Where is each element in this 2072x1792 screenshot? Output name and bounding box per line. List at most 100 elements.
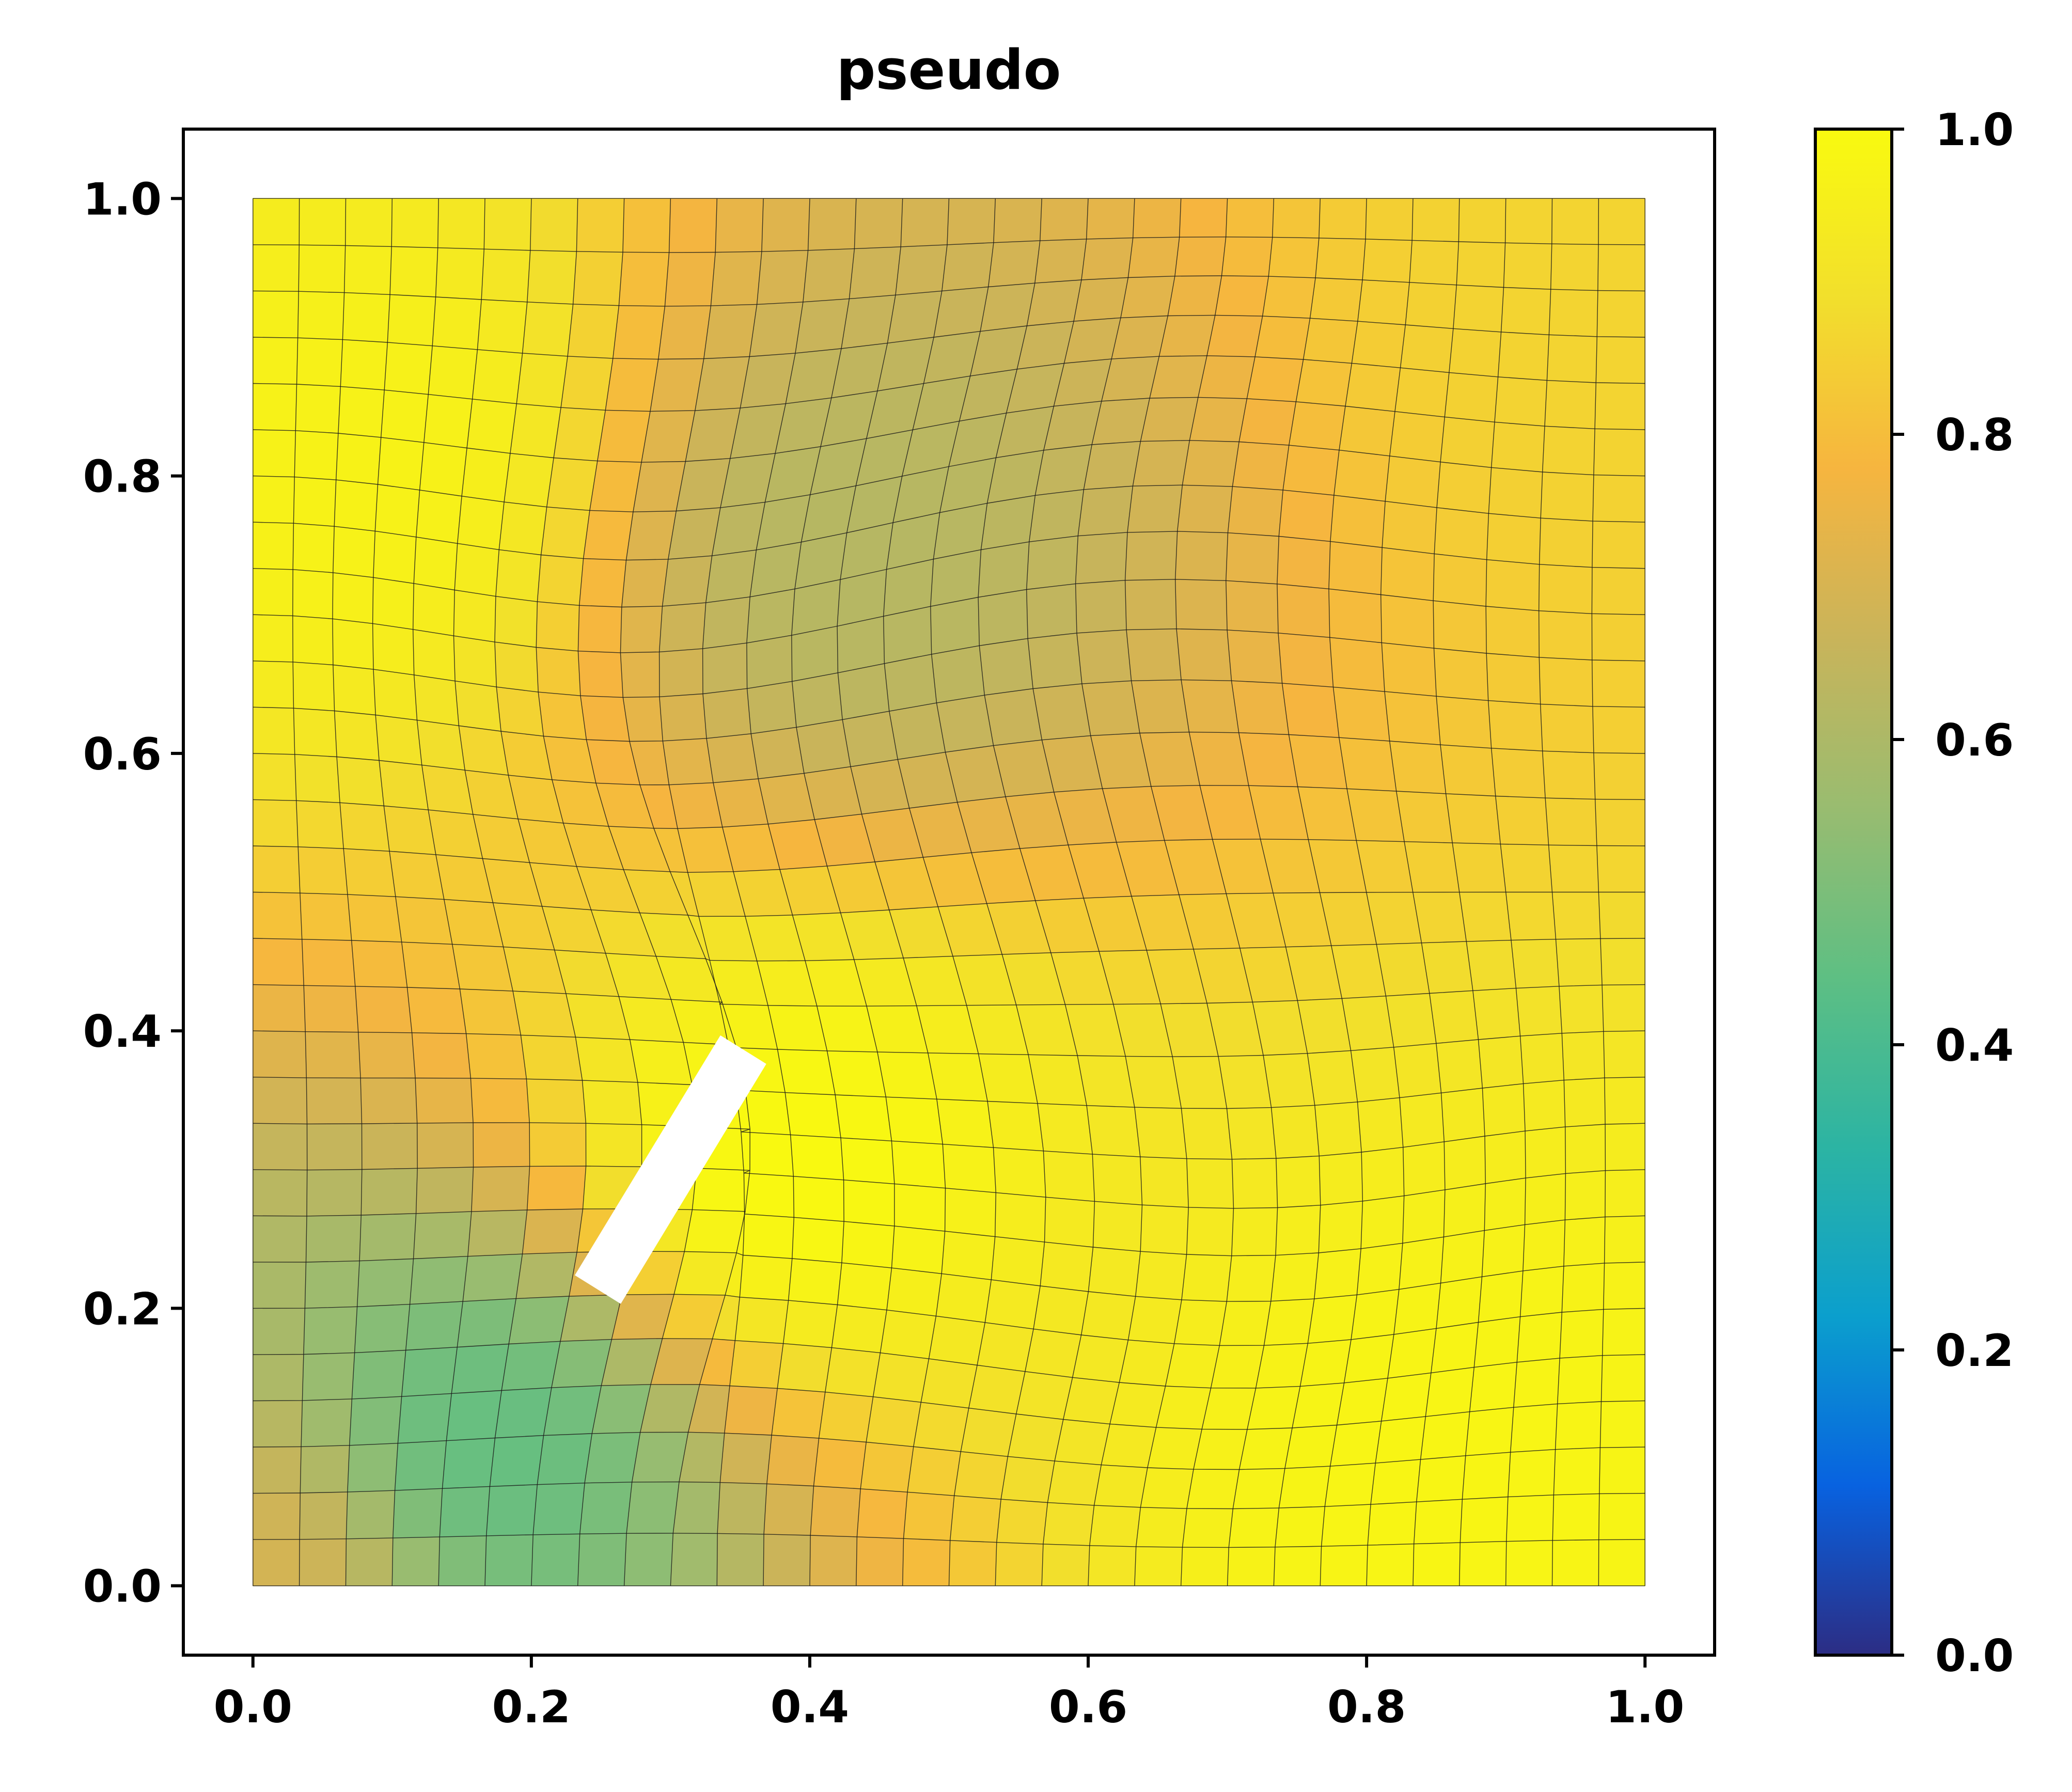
plot-area [253,198,1645,1586]
mesh-cell [1140,1156,1189,1208]
mesh-cell [1416,1455,1466,1502]
mesh-cell [692,1168,750,1212]
mesh-cells [253,198,1645,1586]
mesh-cell [1246,356,1304,402]
y-tick-label: 0.2 [83,1283,162,1335]
mesh-cell [886,1267,943,1317]
mesh-cell [1440,1088,1485,1142]
mesh-cell [253,475,295,524]
mesh-cell [380,389,429,443]
mesh-cell [746,681,797,734]
mesh-line [253,1030,1645,1057]
mesh-cell [508,1296,570,1345]
mesh-line [253,628,1645,698]
mesh-cell [1140,1204,1189,1255]
mesh-cell [1226,580,1279,634]
mesh-cell [1513,1358,1560,1408]
mesh-cell [1321,1504,1371,1547]
mesh-cell [1221,237,1273,277]
mesh-cell [1370,1459,1421,1505]
mesh-cell [743,1172,795,1218]
mesh-line [253,1122,1645,1160]
mesh-cell [1255,1343,1309,1389]
mesh-cell [458,725,509,776]
mesh-line [253,1251,1645,1302]
mesh-cell [1227,630,1283,684]
mesh-cell [302,1352,355,1401]
mesh-line [253,355,1645,412]
mesh-cell [351,1349,406,1400]
mesh-cell [415,1167,474,1214]
mesh-cell [1466,939,1517,992]
mesh-cell [717,1482,767,1535]
mesh-cell [1275,1204,1321,1256]
mesh-cell [397,1393,452,1444]
mesh-cell [538,691,587,741]
mesh-cell [297,846,348,895]
mesh-cell [446,1390,503,1441]
mesh-cell [1135,1507,1187,1548]
mesh-cell [401,941,461,989]
mesh-cell [715,198,764,253]
mesh-cell [996,1499,1048,1545]
mesh-cell [299,1491,348,1540]
mesh-cell [1268,237,1320,278]
mesh-cell [1380,594,1435,649]
mesh-cell [1598,1492,1645,1541]
mesh-cell [494,595,538,648]
mesh-cell [1092,1154,1143,1206]
mesh-cell [749,541,802,598]
mesh-cell [1551,891,1601,940]
mesh-cell [516,353,568,408]
mesh-cell [843,1179,895,1227]
mesh-cell [532,1482,585,1535]
mesh-cell [1125,1056,1182,1109]
mesh-cell [1219,1300,1272,1346]
mesh-cell [1075,532,1128,585]
mesh-cell [416,719,466,771]
mesh-cell [623,1533,674,1586]
mesh-cell [1402,1189,1446,1244]
mesh-cell [891,1225,946,1275]
mesh-cell [1598,891,1645,939]
mesh-line [253,1077,1645,1109]
mesh-cell [826,1050,887,1097]
mesh-cell [657,305,712,360]
mesh-cell [253,383,297,431]
mesh-cell [1232,441,1290,491]
mesh-cell [253,290,299,338]
mesh-cell [705,549,757,603]
mesh-cell [1307,1050,1358,1106]
mesh-cell [1555,938,1603,987]
x-tick-label: 0.6 [1049,1681,1127,1733]
mesh-cell [1440,744,1496,797]
mesh-cell [622,696,664,742]
mesh-cell [702,688,752,739]
mesh-cell [1473,1316,1521,1368]
mesh-cell [706,733,759,783]
mesh-cell [1155,1386,1212,1430]
mesh-cell [1165,1343,1220,1389]
mesh-cell [1459,1496,1509,1543]
mesh-cell [1299,1339,1352,1387]
mesh-cell [295,800,344,849]
mesh-cell [296,337,343,387]
mesh-cell [841,294,896,349]
mesh-cell [835,1094,892,1142]
mesh-cell [702,642,748,695]
mesh-cell [357,1031,416,1079]
mesh-cell [292,569,334,620]
x-tick-label: 0.8 [1327,1681,1406,1733]
mesh-cell [1201,1387,1257,1430]
mesh-cell [292,662,335,712]
mesh-cell [1272,198,1321,239]
mesh-cell [529,1122,587,1167]
mesh-cell [1134,1546,1183,1586]
mesh-cell [1443,1183,1486,1238]
mesh-cell [1282,445,1340,496]
mesh-cell [987,240,1041,288]
mesh-cell [560,356,614,411]
mesh-cell [553,407,606,462]
mesh-cell [1603,1030,1645,1078]
mesh-cell [716,1533,764,1586]
